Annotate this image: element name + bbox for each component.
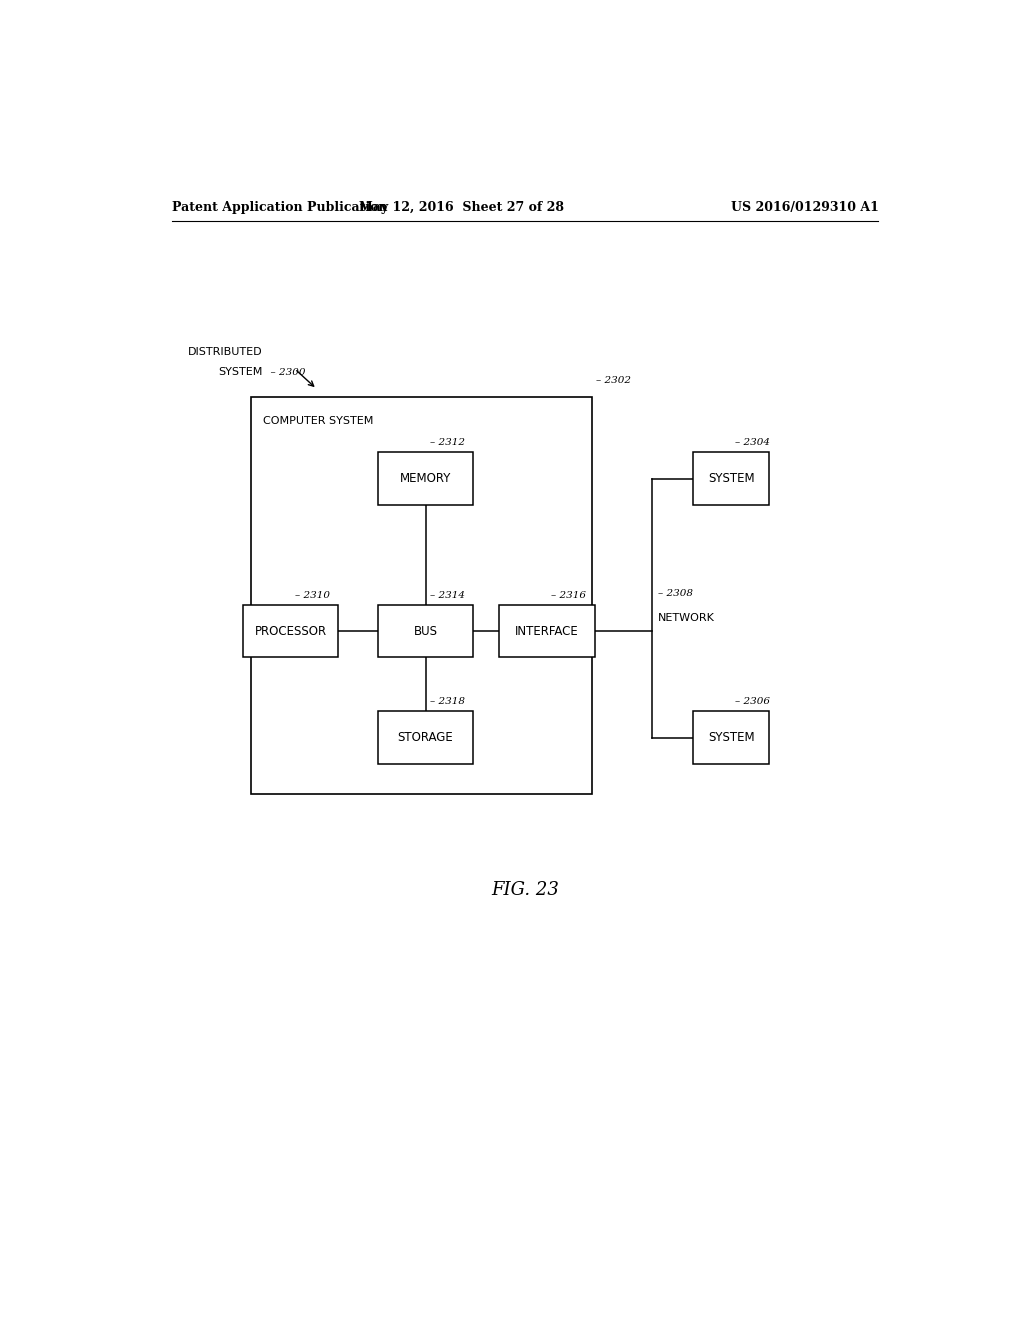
Bar bbox=[243, 605, 338, 657]
Text: – 2314: – 2314 bbox=[430, 590, 465, 599]
Text: – 2306: – 2306 bbox=[735, 697, 770, 706]
Bar bbox=[500, 605, 595, 657]
Text: SYSTEM: SYSTEM bbox=[218, 367, 263, 378]
Text: DISTRIBUTED: DISTRIBUTED bbox=[188, 347, 263, 356]
Bar bbox=[378, 605, 473, 657]
Text: SYSTEM: SYSTEM bbox=[708, 731, 755, 744]
Bar bbox=[693, 453, 769, 506]
Text: – 2308: – 2308 bbox=[658, 589, 693, 598]
Text: MEMORY: MEMORY bbox=[400, 473, 452, 484]
Text: NETWORK: NETWORK bbox=[658, 614, 715, 623]
Text: – 2310: – 2310 bbox=[295, 590, 330, 599]
Text: – 2316: – 2316 bbox=[551, 590, 586, 599]
Text: US 2016/0129310 A1: US 2016/0129310 A1 bbox=[731, 201, 879, 214]
Bar bbox=[378, 453, 473, 506]
Text: FIG. 23: FIG. 23 bbox=[490, 882, 559, 899]
Text: May 12, 2016  Sheet 27 of 28: May 12, 2016 Sheet 27 of 28 bbox=[358, 201, 564, 214]
Text: INTERFACE: INTERFACE bbox=[515, 624, 579, 638]
Text: PROCESSOR: PROCESSOR bbox=[255, 624, 327, 638]
Text: – 2304: – 2304 bbox=[735, 438, 770, 447]
Bar bbox=[251, 397, 592, 793]
Text: BUS: BUS bbox=[414, 624, 437, 638]
Text: – 2312: – 2312 bbox=[430, 438, 465, 447]
Text: – 2300: – 2300 bbox=[264, 368, 306, 378]
Text: SYSTEM: SYSTEM bbox=[708, 473, 755, 484]
Text: COMPUTER SYSTEM: COMPUTER SYSTEM bbox=[263, 416, 374, 425]
Text: – 2318: – 2318 bbox=[430, 697, 465, 706]
Text: – 2302: – 2302 bbox=[596, 376, 631, 385]
Bar bbox=[378, 711, 473, 764]
Text: Patent Application Publication: Patent Application Publication bbox=[172, 201, 387, 214]
Text: STORAGE: STORAGE bbox=[397, 731, 454, 744]
Bar bbox=[693, 711, 769, 764]
